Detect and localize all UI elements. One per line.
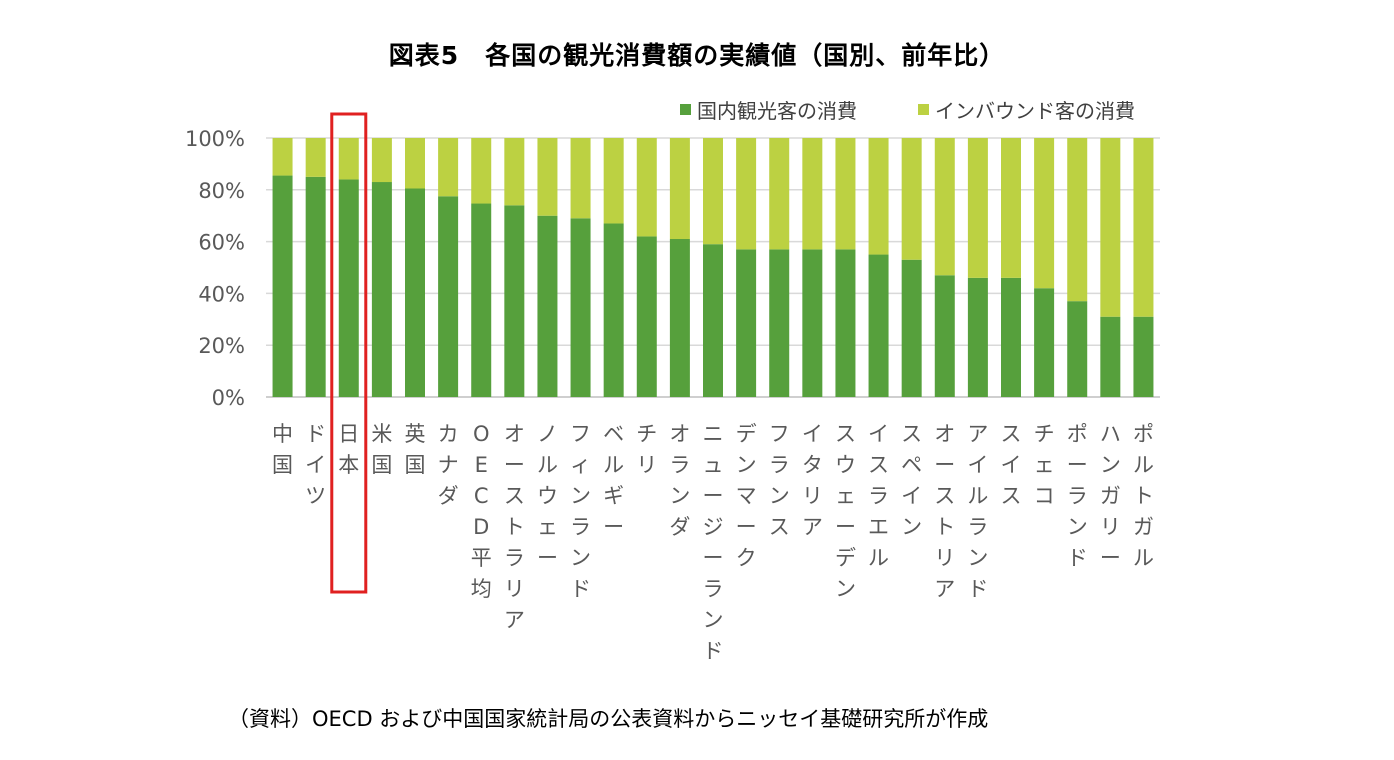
source-note: （資料）OECD および中国国家統計局の公表資料からニッセイ基礎研究所が作成 [228,707,989,731]
y-tick-label: 0% [212,386,245,410]
bar-inbound [438,138,459,197]
x-tick-label: フィンランド [570,422,591,601]
bar-inbound [835,138,856,250]
legend-swatch [918,104,929,115]
legend-swatch [680,104,691,115]
bar-domestic [967,277,988,397]
bar-domestic [868,254,889,397]
bar-inbound [736,138,757,250]
bar-inbound [1001,138,1021,278]
x-tick-label: ノルウェー [537,422,558,570]
bar-domestic [405,188,425,397]
bar-inbound [1034,138,1055,289]
bar-domestic [802,249,823,397]
bar-domestic [1034,288,1055,397]
bar-domestic [305,176,326,397]
bar-domestic [1001,277,1021,397]
x-tick-label: 米国 [371,422,392,477]
x-tick-label: ベルギー [603,422,624,539]
bar-domestic [934,275,955,397]
x-tick-label: アイルランド [967,422,988,601]
bar-inbound [570,138,591,219]
bar-domestic [901,259,922,397]
x-tick-label: O E C D 平均 [471,422,492,601]
bar-inbound [868,138,889,255]
x-tick-label: 中国 [272,422,293,477]
x-tick-label: オーストリア [934,422,955,601]
y-tick-label: 100% [185,127,245,151]
bar-domestic [603,223,624,397]
x-tick-label: チェコ [1034,422,1055,508]
bar-domestic [1100,316,1121,397]
x-tick-label: イタリア [802,422,823,539]
x-tick-label: 日本 [338,422,359,477]
bar-inbound [1067,138,1088,302]
bar-inbound [1100,138,1121,317]
x-tick-label: チリ [636,422,657,477]
bar-domestic [1067,301,1088,397]
x-tick-label: ニュージーランド [703,422,724,663]
x-tick-label: フランス [769,422,790,539]
y-tick-label: 20% [198,334,245,358]
bar-inbound [338,138,359,180]
legend: 国内観光客の消費 インバウンド客の消費 [680,99,1135,123]
x-tick-label: カナダ [438,422,459,508]
bar-domestic [669,239,690,397]
bar-inbound [636,138,657,237]
chart-title: 図表5 各国の観光消費額の実績値（国別、前年比） [388,41,1006,70]
bar-domestic [471,203,492,397]
x-tick-label: 英国 [405,422,426,477]
bar-inbound [901,138,922,260]
bar-domestic [636,236,657,397]
x-tick-label: スイス [1001,422,1022,508]
bar-inbound [471,138,492,204]
bar-inbound [769,138,790,250]
bar-inbound [802,138,823,250]
highlight-box-japan [330,112,368,594]
y-tick-label: 80% [198,179,245,203]
bar-domestic [703,244,723,397]
bar-inbound [1133,138,1154,317]
bar-inbound [934,138,955,276]
y-tick-label: 40% [198,282,245,306]
bar-domestic [537,215,558,397]
x-tick-label: イスラエル [868,422,889,570]
legend-label: インバウンド客の消費 [935,99,1135,123]
y-tick-label: 60% [198,231,245,255]
bar-domestic [338,179,359,397]
x-tick-label: デンマーク [736,422,757,570]
x-tick-label: ポルトガル [1133,422,1154,570]
bar-inbound [703,138,723,245]
x-tick-label: スウェーデン [835,422,856,601]
x-tick-label: ハンガリー [1100,422,1121,570]
x-tick-label: ポーランド [1067,422,1088,570]
x-tick-label: オランダ [669,422,690,539]
bar-domestic [1133,316,1154,397]
bar-inbound [669,138,690,240]
bar-domestic [570,218,591,397]
bar-inbound [405,138,425,189]
bar-inbound [603,138,624,224]
bar-domestic [736,249,757,397]
bar-domestic [371,182,392,397]
legend-label: 国内観光客の消費 [697,99,857,123]
x-tick-label: オーストラリア [504,422,525,632]
x-tick-label: スペイン [901,422,922,539]
bar-inbound [305,138,326,177]
bar-inbound [272,138,293,176]
bar-inbound [537,138,558,216]
bar-domestic [835,249,856,397]
bar-domestic [769,249,790,397]
bars [272,138,1154,397]
y-axis: 0% 20% 40% 60% 80% 100% [185,127,245,410]
bar-inbound [371,138,392,183]
bar-domestic [272,175,293,397]
x-tick-label: ドイツ [305,422,326,508]
bar-inbound [504,138,525,206]
bar-domestic [438,196,459,397]
bar-inbound [967,138,988,278]
bar-domestic [504,205,525,397]
